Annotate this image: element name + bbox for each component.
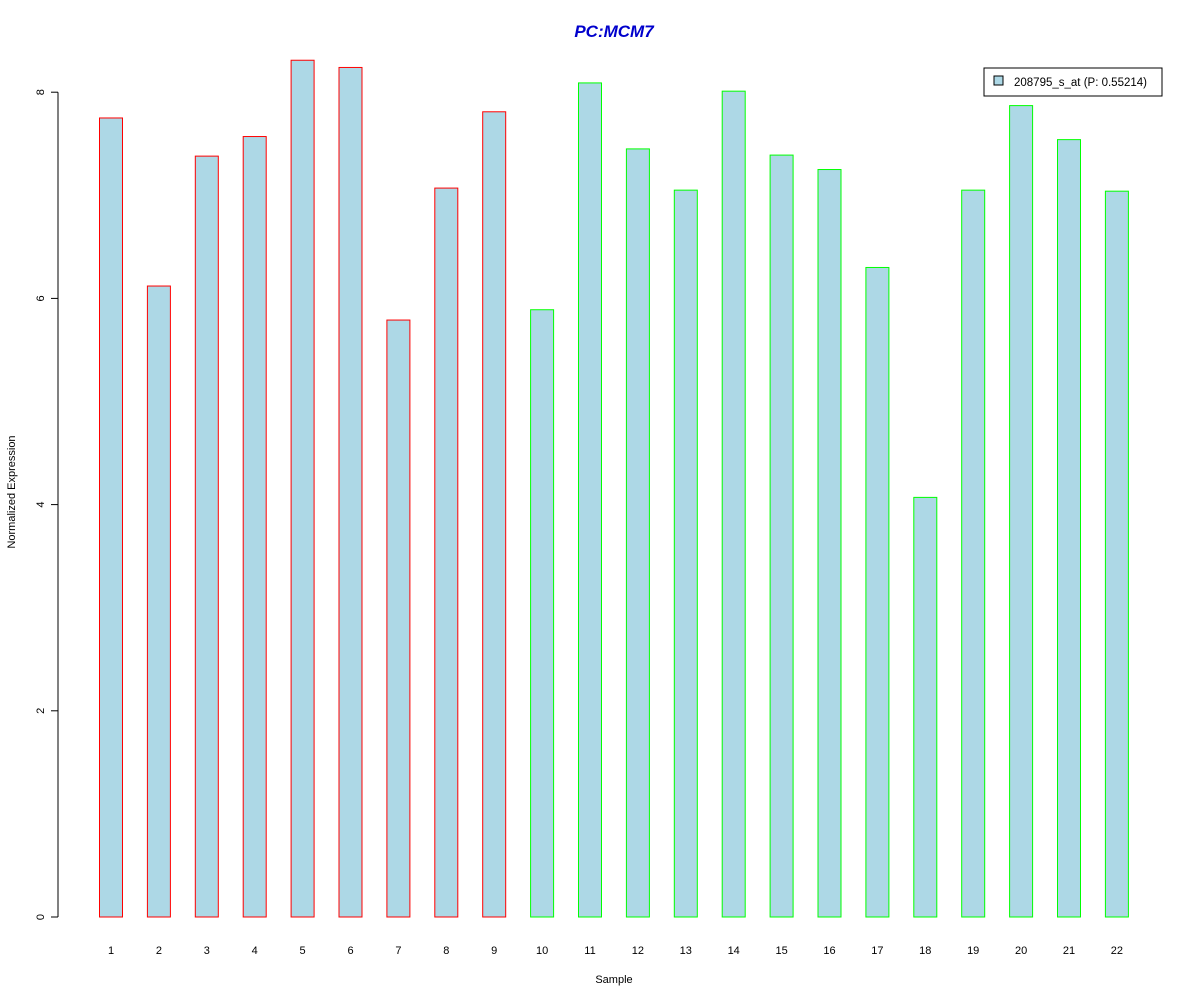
bar [194,155,219,918]
bar [578,82,602,918]
chart-title: PC:MCM7 [574,22,655,41]
bar [817,169,842,918]
x-tick-labels: 1 2 3 4 5 6 7 8 9 10 11 12 13 14 15 16 17 18 19 20 21 22 [108,945,1123,957]
bars [99,59,1129,918]
y-tick-label: 8 [35,89,47,95]
x-tick-label: 3 [204,945,210,957]
x-axis-label: Sample [595,974,632,986]
x-tick-label: 22 [1111,945,1123,957]
y-tick-label: 2 [35,708,47,714]
bar [913,496,938,918]
legend: 208795_s_at (P: 0.55214) [983,67,1163,97]
x-tick-label: 7 [395,945,401,957]
bar [242,136,267,918]
x-tick-label: 13 [680,945,692,957]
bar [769,154,794,918]
x-tick-label: 19 [967,945,979,957]
legend-box [983,67,1163,97]
bar [530,309,555,918]
x-tick-label: 21 [1063,945,1075,957]
x-tick-label: 20 [1015,945,1027,957]
bar [99,117,123,918]
legend-entry: 208795_s_at (P: 0.55214) [1014,77,1147,89]
y-axis-label: Normalized Expression [6,435,18,548]
bar [434,187,459,918]
bar [673,189,698,918]
bar [721,90,746,918]
y-tick-label: 4 [35,502,47,508]
bar [482,111,507,918]
x-tick-label: 17 [871,945,883,957]
y-axis: 0 2 4 6 8 [35,89,59,920]
bar [146,285,171,918]
x-tick-label: 11 [584,945,595,957]
x-tick-label: 6 [347,945,353,957]
bar [865,266,890,918]
bar [338,66,363,918]
x-tick-label: 14 [728,945,740,957]
x-tick-label: 10 [536,945,548,957]
x-tick-label: 12 [632,945,644,957]
bar [1057,139,1081,918]
y-tick-label: 0 [35,914,47,920]
legend-swatch [993,75,1004,86]
x-tick-label: 4 [252,945,258,957]
bar [1009,105,1034,918]
x-tick-label: 15 [775,945,787,957]
x-tick-label: 9 [491,945,497,957]
x-tick-label: 2 [156,945,162,957]
x-tick-label: 5 [300,945,306,957]
x-tick-label: 1 [108,945,114,957]
bar [290,59,315,918]
x-tick-label: 16 [823,945,835,957]
bar [1104,190,1129,918]
bar [625,148,650,918]
y-tick-label: 6 [35,295,47,301]
bar [386,319,411,918]
x-tick-label: 8 [443,945,449,957]
bar [961,189,986,918]
x-tick-label: 18 [919,945,931,957]
